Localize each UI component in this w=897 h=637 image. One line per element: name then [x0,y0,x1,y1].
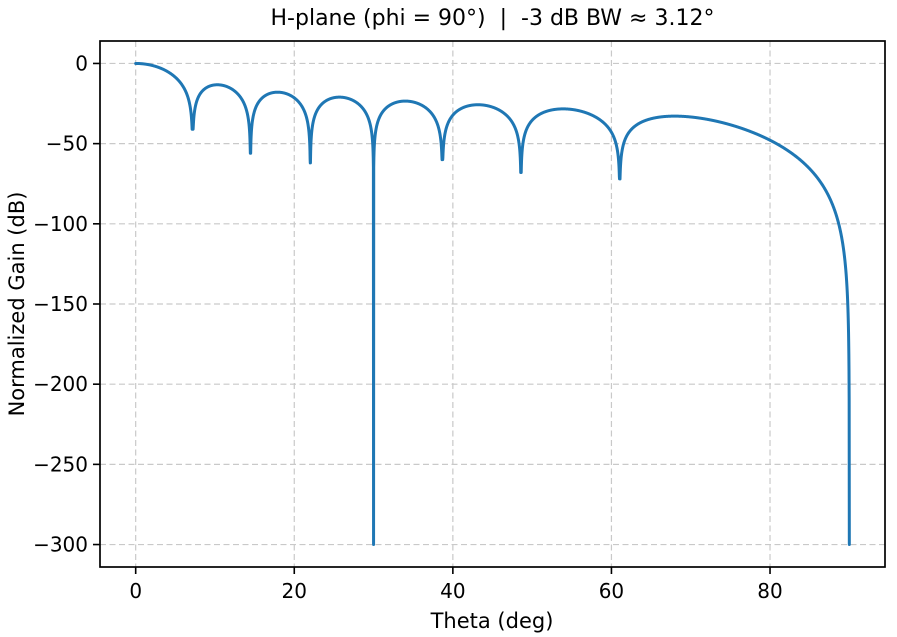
y-tick-label: −50 [46,132,88,156]
y-tick-label: 0 [75,51,88,75]
y-tick-label: −200 [33,372,88,396]
y-tick-label: −150 [33,292,88,316]
x-tick-label: 20 [282,579,307,603]
tick-labels: 0 20 40 60 80 0 −50 −100 −150 −200 −250 −300 [33,51,783,603]
chart-title: H-plane (phi = 90°) | -3 dB BW ≈ 3.12° [270,6,715,31]
axis-ticks [93,62,771,574]
x-tick-label: 40 [440,579,465,603]
x-tick-label: 0 [129,579,142,603]
x-axis-label: Theta (deg) [430,609,554,633]
gain-curve [134,61,851,547]
x-tick-label: 60 [599,579,624,603]
gridlines [100,41,885,567]
x-tick-label: 80 [757,579,782,603]
y-tick-label: −250 [33,452,88,476]
y-tick-label: −100 [33,212,88,236]
y-axis-label: Normalized Gain (dB) [5,192,29,417]
y-tick-label: −300 [33,533,88,557]
